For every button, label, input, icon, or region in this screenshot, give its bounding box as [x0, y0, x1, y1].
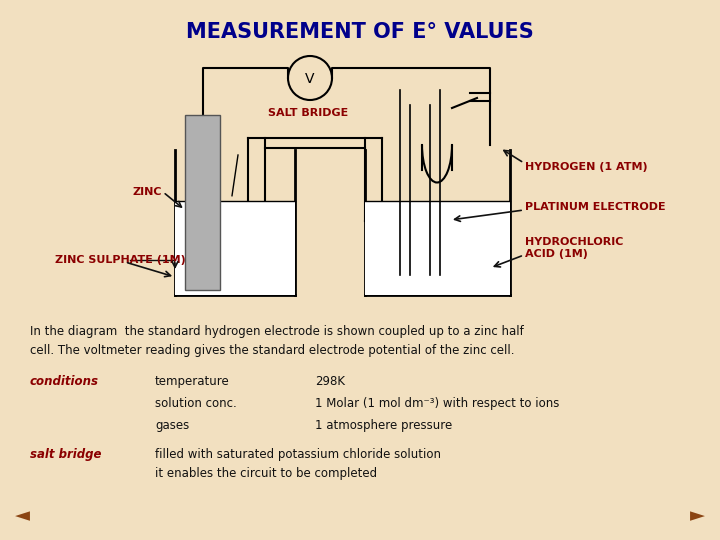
Text: ZINC SULPHATE (1M): ZINC SULPHATE (1M): [55, 255, 186, 265]
Text: gases: gases: [155, 419, 189, 432]
Text: HYDROGEN (1 ATM): HYDROGEN (1 ATM): [525, 162, 647, 172]
Text: conditions: conditions: [30, 375, 99, 388]
Text: In the diagram  the standard hydrogen electrode is shown coupled up to a zinc ha: In the diagram the standard hydrogen ele…: [30, 325, 523, 357]
Text: temperature: temperature: [155, 375, 230, 388]
Bar: [185, 115, 220, 290]
Text: HYDROCHLORIC
ACID (1M): HYDROCHLORIC ACID (1M): [525, 237, 624, 259]
Text: 1 atmosphere pressure: 1 atmosphere pressure: [315, 419, 452, 432]
Text: ◄: ◄: [15, 506, 30, 525]
Text: MEASUREMENT OF E° VALUES: MEASUREMENT OF E° VALUES: [186, 22, 534, 42]
Text: 1 Molar (1 mol dm⁻³) with respect to ions: 1 Molar (1 mol dm⁻³) with respect to ion…: [315, 397, 559, 410]
Text: 298K: 298K: [315, 375, 345, 388]
Text: ►: ►: [690, 506, 705, 525]
Text: V: V: [305, 72, 315, 86]
Text: salt bridge: salt bridge: [30, 448, 102, 461]
Text: SALT BRIDGE: SALT BRIDGE: [268, 108, 348, 118]
Text: filled with saturated potassium chloride solution
it enables the circuit to be c: filled with saturated potassium chloride…: [155, 448, 441, 480]
Text: ZINC: ZINC: [132, 187, 162, 197]
Bar: [175, 201, 295, 295]
Text: PLATINUM ELECTRODE: PLATINUM ELECTRODE: [525, 202, 665, 212]
Bar: [365, 201, 510, 295]
Text: solution conc.: solution conc.: [155, 397, 237, 410]
